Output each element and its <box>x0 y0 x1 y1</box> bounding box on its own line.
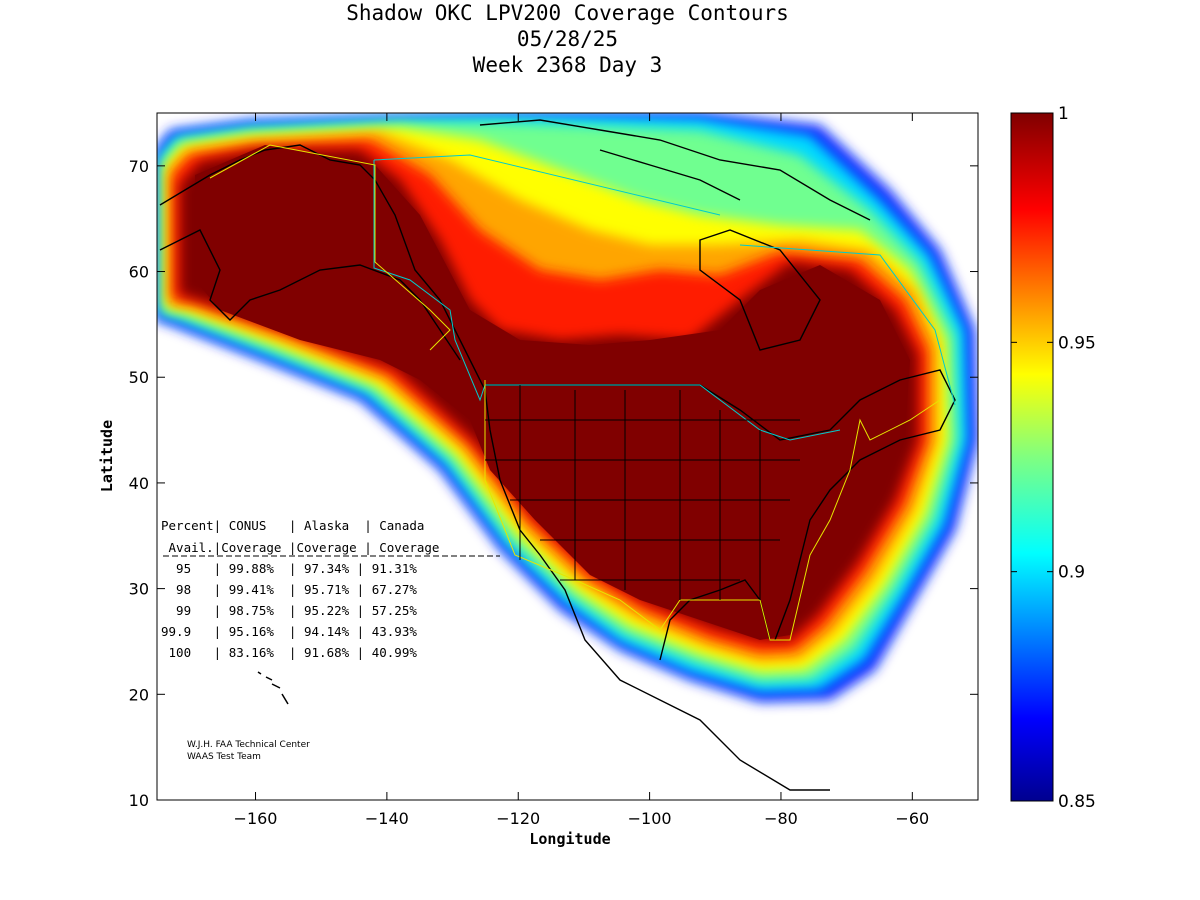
credit-line-2: WAAS Test Team <box>187 752 261 762</box>
y-tick-label: 70 <box>129 157 149 176</box>
chart-date: 05/28/25 <box>516 27 619 51</box>
chart-title: Shadow OKC LPV200 Coverage Contours <box>346 1 789 25</box>
table-header-1: Percent| CONUS | Alaska | Canada <box>161 518 424 533</box>
colorbar-tick-label: 0.85 <box>1058 792 1096 812</box>
coverage-region-full <box>195 145 910 640</box>
map-coastlines <box>159 119 956 791</box>
colorbar-tick-label: 0.9 <box>1058 563 1085 583</box>
table-row: 98 | 99.41% | 95.71% | 67.27% <box>161 582 417 597</box>
coverage-field <box>157 113 978 702</box>
x-tick-label: −140 <box>365 809 409 828</box>
colorbar-tick-label: 1 <box>1058 104 1069 124</box>
coverage-table: Percent| CONUS | Alaska | Canada Avail.|… <box>161 518 500 660</box>
colorbar <box>1010 112 1054 802</box>
x-tick-label: −160 <box>234 809 278 828</box>
chart-week-day: Week 2368 Day 3 <box>472 53 663 77</box>
colorbar-tick-label: 0.95 <box>1058 333 1096 353</box>
service-volume-outline <box>209 144 941 641</box>
y-tick-label: 20 <box>129 685 149 704</box>
x-axis: −160 −140 −120 −100 −80 −60 <box>234 113 929 828</box>
table-row: 99.9 | 95.16% | 94.14% | 43.93% <box>161 624 417 639</box>
table-header-2: Avail.|Coverage |Coverage | Coverage <box>161 540 439 555</box>
y-tick-label: 50 <box>129 368 149 387</box>
x-tick-label: −80 <box>764 809 798 828</box>
plot-frame <box>156 112 979 801</box>
credit-line-1: W.J.H. FAA Technical Center <box>187 740 310 750</box>
x-tick-label: −100 <box>628 809 672 828</box>
x-tick-label: −120 <box>496 809 540 828</box>
state-borders <box>485 385 800 600</box>
x-tick-label: −60 <box>895 809 929 828</box>
y-tick-label: 60 <box>129 263 149 282</box>
table-row: 95 | 99.88% | 97.34% | 91.31% <box>161 561 417 576</box>
hawaii-islands <box>257 671 289 705</box>
colorbar-ticks: 1 0.95 0.9 0.85 <box>1011 104 1096 812</box>
x-axis-label: Longitude <box>529 830 610 848</box>
y-axis-label: Latitude <box>98 420 116 492</box>
y-tick-label: 40 <box>129 474 149 493</box>
table-row: 99 | 98.75% | 95.22% | 57.25% <box>161 603 417 618</box>
y-tick-label: 10 <box>129 791 149 810</box>
y-tick-label: 30 <box>129 580 149 599</box>
table-row: 100 | 83.16% | 91.68% | 40.99% <box>161 645 417 660</box>
y-axis: 10 20 30 40 50 60 70 <box>129 157 978 810</box>
